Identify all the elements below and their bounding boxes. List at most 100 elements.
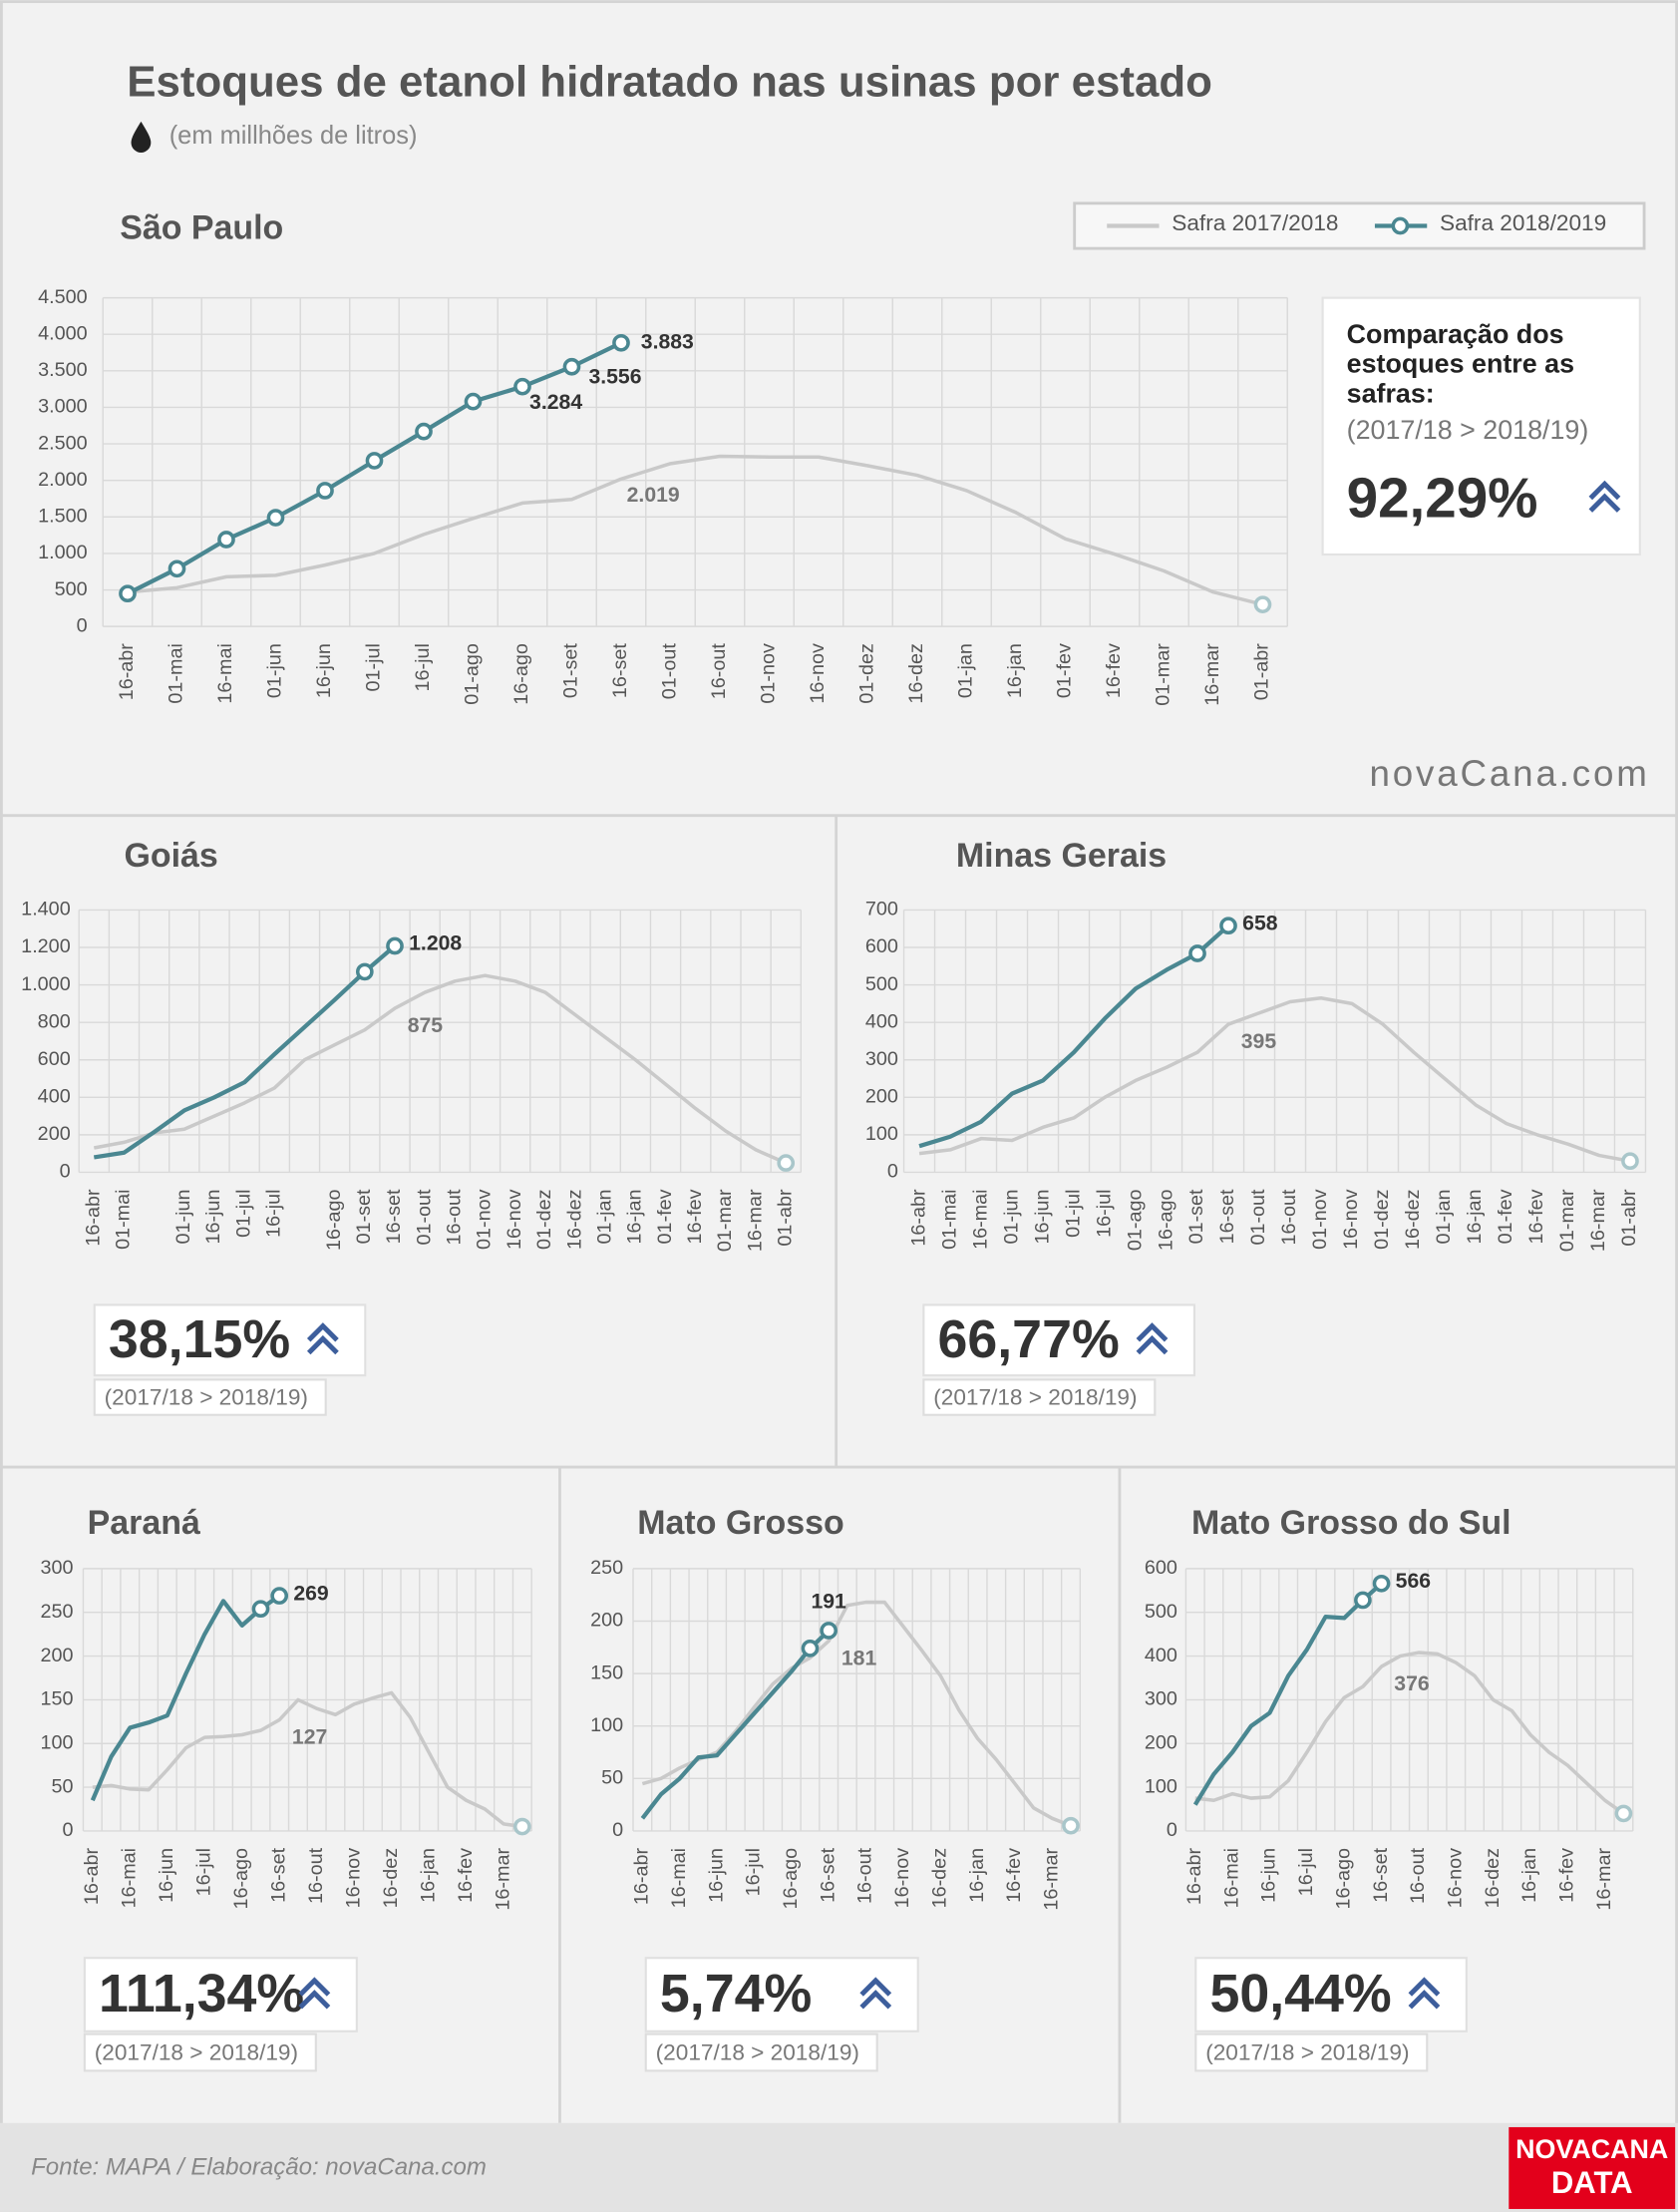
x-tick-label: 01-out [659, 643, 681, 700]
x-tick-label: 16-out [1278, 1189, 1300, 1246]
comparison-range: (2017/18 > 2018/19) [933, 1384, 1137, 1409]
x-tick-label: 16-abr [907, 1189, 929, 1247]
y-tick-label: 200 [1145, 1731, 1177, 1753]
x-tick-label: 01-jul [232, 1189, 254, 1237]
y-tick-label: 100 [590, 1714, 623, 1736]
comparison-range-box [83, 2032, 317, 2072]
x-tick-label: 16-jun [313, 643, 335, 698]
x-tick-label: 01-dez [856, 643, 878, 703]
drop-icon [131, 121, 152, 153]
x-tick-label: 16-out [708, 643, 730, 700]
series-line [918, 995, 1631, 1163]
y-tick-label: 0 [612, 1819, 623, 1841]
chevron-icon [1408, 1977, 1441, 2010]
y-tick-label: 500 [1145, 1601, 1177, 1623]
point-marker [464, 392, 483, 411]
point-marker [415, 422, 433, 441]
series-line [90, 1594, 281, 1802]
y-tick-label: 100 [1145, 1775, 1177, 1797]
comparison-range: (2017/18 > 2018/19) [1205, 2039, 1409, 2064]
x-tick-label: 01-mar [714, 1189, 736, 1252]
x-tick-label: 16-out [854, 1847, 876, 1904]
x-tick-label: 16-ago [510, 643, 532, 705]
x-tick-label: 16-out [444, 1189, 466, 1246]
y-tick-label: 250 [41, 1601, 74, 1623]
series-line [93, 973, 787, 1165]
data-label: 127 [292, 1726, 327, 1749]
y-tick-label: 600 [1145, 1557, 1177, 1579]
x-tick-label: 01-mai [938, 1189, 960, 1249]
y-tick-label: 400 [865, 1010, 898, 1032]
data-label: 376 [1394, 1672, 1430, 1695]
data-label: 875 [408, 1014, 444, 1037]
y-tick-label: 500 [55, 578, 88, 600]
data-label: 566 [1396, 1570, 1432, 1593]
comparison-range: (2017/18 > 2018/19) [105, 1384, 308, 1409]
point-marker [801, 1640, 820, 1658]
x-tick-label: 16-mai [119, 1848, 141, 1908]
point-marker [119, 584, 137, 603]
chart-title: Mato Grosso [637, 1504, 843, 1542]
y-tick-label: 4.500 [38, 286, 88, 308]
x-tick-label: 01-out [413, 1189, 435, 1246]
chevron-icon [859, 1977, 892, 2010]
comparison-range-box [644, 2032, 878, 2072]
point-marker [316, 482, 334, 500]
x-tick-label: 16-dez [1482, 1848, 1504, 1908]
y-tick-label: 4.000 [38, 322, 88, 344]
y-tick-label: 800 [38, 1010, 71, 1032]
x-tick-label: 16-nov [891, 1848, 913, 1909]
comparison-box [1321, 296, 1641, 556]
x-tick-label: 01-fev [1495, 1189, 1516, 1244]
chart-title: São Paulo [120, 209, 283, 247]
x-tick-label: 01-jan [955, 643, 977, 698]
x-tick-label: 16-set [267, 1847, 289, 1902]
x-tick-label: 16-mai [214, 643, 236, 703]
x-tick-label: 01-fev [1054, 643, 1076, 698]
chart-title: Goiás [124, 837, 217, 875]
x-tick-label: 01-ago [1124, 1189, 1146, 1251]
x-tick-label: 16-mar [492, 1848, 513, 1911]
y-tick-label: 150 [590, 1661, 623, 1683]
point-marker [1621, 1152, 1639, 1171]
y-tick-label: 300 [41, 1557, 74, 1579]
point-marker [217, 531, 235, 549]
x-tick-label: 16-jul [1093, 1189, 1115, 1237]
point-marker [777, 1154, 796, 1172]
y-tick-label: 2.500 [38, 432, 88, 454]
x-tick-label: 16-out [1407, 1847, 1429, 1904]
y-tick-label: 200 [590, 1610, 623, 1632]
x-tick-label: 16-nov [1445, 1848, 1467, 1909]
x-tick-label: 16-jun [1031, 1189, 1053, 1244]
comparison-value: 66,77% [937, 1309, 1119, 1369]
y-tick-label: 200 [41, 1645, 74, 1666]
y-tick-label: 1.200 [21, 935, 71, 957]
x-tick-label: 16-jan [624, 1189, 646, 1244]
x-tick-label: 16-dez [380, 1848, 402, 1908]
chart-title: Minas Gerais [956, 837, 1167, 875]
x-tick-label: 01-nov [758, 643, 780, 704]
y-tick-label: 200 [865, 1086, 898, 1108]
subtitle: (em millhões de litros) [169, 122, 418, 150]
x-tick-label: 01-abr [1251, 643, 1273, 701]
x-tick-label: 01-set [560, 643, 582, 698]
x-tick-label: 16-mar [1587, 1189, 1609, 1252]
data-label: 658 [1242, 912, 1278, 934]
point-marker [355, 962, 374, 981]
comparison-value: 92,29% [1347, 467, 1538, 530]
comparison-value: 38,15% [109, 1309, 290, 1369]
comparison-range: (2017/18 > 2018/19) [656, 2039, 859, 2064]
comparison-value: 50,44% [1209, 1964, 1391, 2024]
x-tick-label: 16-jul [263, 1189, 285, 1237]
chevron-icon [1136, 1322, 1169, 1355]
x-tick-label: 16-fev [455, 1848, 477, 1903]
x-tick-label: 16-mai [969, 1189, 991, 1249]
y-tick-label: 1.000 [38, 542, 88, 563]
y-tick-label: 3.000 [38, 396, 88, 418]
x-tick-label: 16-fev [1525, 1189, 1547, 1244]
logo-text: NOVACANA [1515, 2134, 1668, 2164]
x-tick-label: 16-jan [417, 1848, 439, 1903]
point-marker [1614, 1804, 1633, 1823]
x-tick-label: 16-set [1216, 1189, 1238, 1244]
x-tick-label: 01-nov [474, 1189, 496, 1250]
